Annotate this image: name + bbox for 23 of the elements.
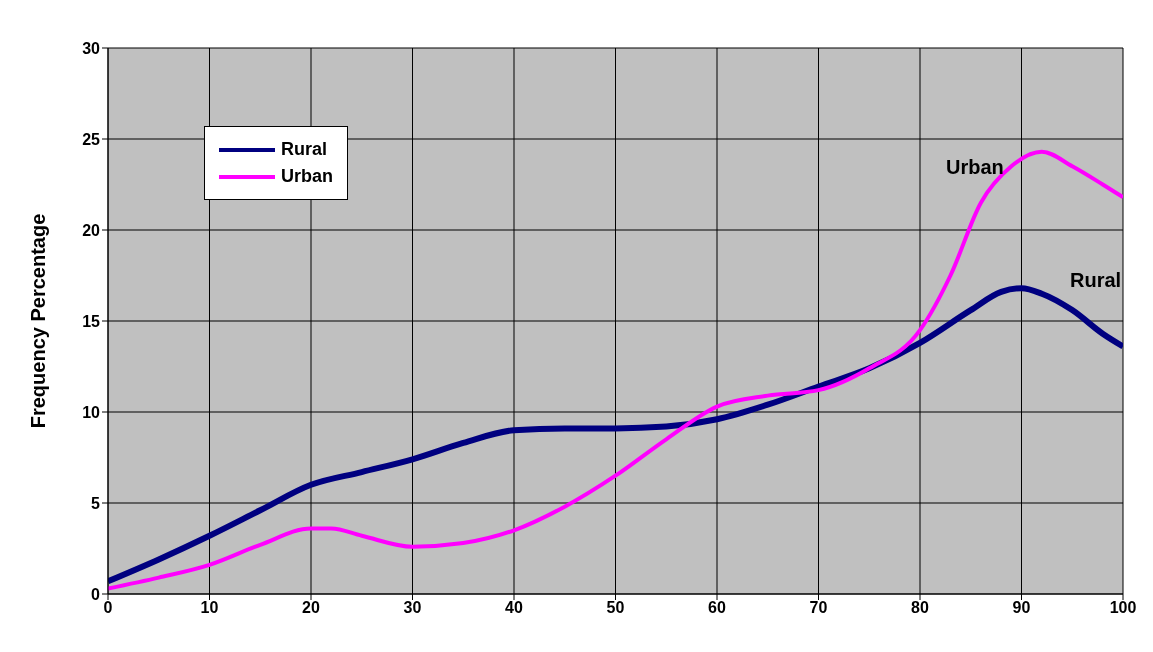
- x-tick-label: 20: [302, 599, 320, 617]
- x-tick-label: 60: [708, 599, 726, 617]
- y-tick-label: 5: [91, 494, 101, 512]
- x-tick-label: 90: [1012, 599, 1031, 617]
- y-tick-label: 10: [82, 403, 101, 421]
- annotation: Rural: [1070, 269, 1122, 292]
- x-tick-label: 80: [911, 599, 929, 617]
- legend-label: Rural: [281, 139, 328, 160]
- x-tick-label: 100: [1109, 599, 1137, 617]
- y-tick-label: 30: [82, 39, 101, 57]
- y-tick-label: 20: [82, 221, 101, 239]
- y-axis-title: Frequency Percentage: [27, 213, 50, 429]
- y-tick-label: 15: [82, 312, 101, 330]
- legend-label: Urban: [281, 166, 334, 187]
- x-tick-label: 0: [103, 599, 113, 617]
- x-tick-label: 10: [200, 599, 219, 617]
- x-tick-label: 30: [403, 599, 422, 617]
- x-tick-label: 50: [606, 599, 625, 617]
- y-tick-label: 25: [82, 130, 101, 148]
- annotation: Urban: [946, 156, 1004, 179]
- x-tick-label: 70: [809, 599, 828, 617]
- y-tick-label: 0: [91, 585, 101, 603]
- x-tick-label: 40: [505, 599, 523, 617]
